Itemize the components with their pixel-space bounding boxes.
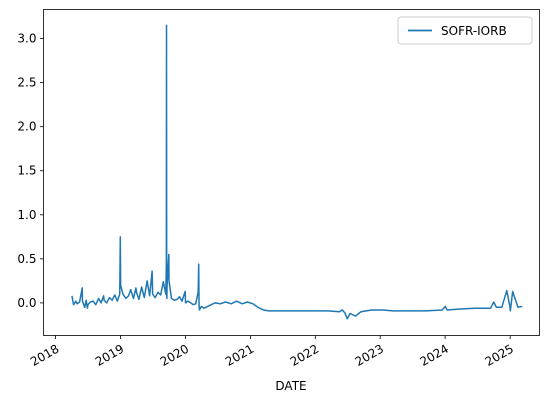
series-line-0 <box>71 24 523 320</box>
y-tick-label: 1.5 <box>17 164 36 178</box>
legend-box <box>397 16 533 45</box>
legend-label: SOFR-IORB <box>441 24 507 38</box>
y-tick-label: 1.0 <box>17 208 36 222</box>
x-axis-label: DATE <box>275 379 306 393</box>
legend: SOFR-IORB <box>397 16 533 45</box>
y-tick-label: 2.0 <box>17 120 36 134</box>
plot-frame <box>43 9 540 336</box>
y-tick-label: 2.5 <box>17 76 36 90</box>
y-tick-label: 0.0 <box>17 296 36 310</box>
y-tick-label: 0.5 <box>17 252 36 266</box>
series-layer <box>71 24 523 320</box>
y-axis: 0.0 0.5 1.0 1.5 2.0 2.5 3.0 <box>17 32 44 310</box>
y-tick-label: 3.0 <box>17 32 36 46</box>
